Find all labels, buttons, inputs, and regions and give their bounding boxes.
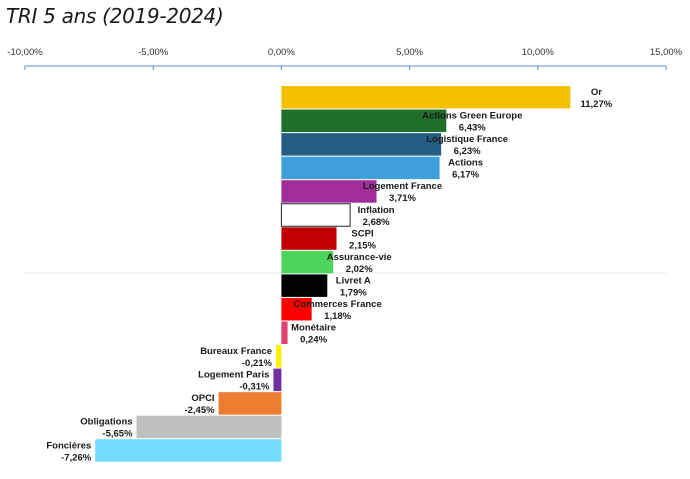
bar-value-label: 0,24% — [300, 335, 327, 346]
bar-category-label: Assurance-vie — [327, 252, 392, 263]
x-tick-label: 10,00% — [522, 47, 555, 58]
x-tick-label: 5,00% — [396, 47, 423, 58]
x-axis-ticks: -10,00% -5,00% 0,00% 5,00% 10,00% 15,00% — [7, 47, 683, 70]
bar — [281, 180, 377, 203]
bar — [281, 297, 312, 321]
bar-category-label: Inflation — [358, 205, 395, 216]
bar-category-label: Monétaire — [291, 323, 336, 334]
bar — [281, 109, 447, 133]
bar-category-label: SCPI — [351, 228, 373, 239]
bar-value-label: -7,26% — [61, 452, 92, 463]
bar-category-label: Logistique France — [426, 134, 508, 145]
bar-category-label: Actions — [448, 158, 483, 169]
bar-value-label: 2,15% — [349, 240, 376, 251]
x-tick-label: 0,00% — [268, 47, 295, 58]
bar-value-label: -0,31% — [239, 382, 270, 393]
bar-category-label: Livret A — [336, 275, 371, 286]
bar-value-label: -5,65% — [102, 429, 133, 440]
bar — [281, 156, 440, 180]
bar-value-label: 2,02% — [346, 264, 373, 275]
bar-category-label: Obligations — [80, 417, 132, 428]
bar-category-label: Bureaux France — [200, 346, 272, 357]
bar-value-label: 6,17% — [452, 170, 479, 181]
bar-value-label: 2,68% — [363, 217, 390, 228]
bar-category-label: Commerces France — [294, 299, 382, 310]
bar-value-label: 1,18% — [324, 311, 351, 322]
bar — [280, 203, 351, 227]
x-tick-label: -5,00% — [138, 47, 169, 58]
bar — [281, 274, 328, 297]
bar-value-label: 6,43% — [459, 123, 486, 134]
bar-value-label: 3,71% — [389, 193, 416, 204]
x-tick-label: -10,00% — [7, 47, 43, 58]
bar-category-label: Actions Green Europe — [422, 111, 522, 122]
bar — [281, 250, 334, 274]
bar-category-label: Logement Paris — [198, 370, 269, 381]
bar-value-label: 11,27% — [581, 99, 613, 110]
bar-category-label: OPCI — [191, 393, 214, 404]
bar-value-label: 1,79% — [340, 287, 367, 298]
x-tick-label: 15,00% — [650, 47, 683, 58]
bar-value-label: -0,21% — [242, 358, 273, 369]
bar — [136, 415, 282, 439]
bar — [281, 227, 337, 250]
bar — [281, 133, 442, 156]
bar-value-label: -2,45% — [184, 405, 215, 416]
bars-group — [95, 86, 571, 462]
bar — [95, 439, 282, 462]
bar — [281, 86, 571, 109]
bar-category-label: Or — [591, 87, 602, 98]
bar-category-label: Foncières — [46, 440, 91, 451]
chart-title: TRI 5 ans (2019-2024) — [6, 4, 224, 28]
bar — [273, 368, 282, 392]
bar — [276, 345, 282, 368]
bar-category-label: Logement France — [363, 181, 442, 192]
bar-value-label: 6,23% — [454, 146, 481, 157]
bar — [218, 392, 282, 415]
bar — [281, 321, 288, 344]
